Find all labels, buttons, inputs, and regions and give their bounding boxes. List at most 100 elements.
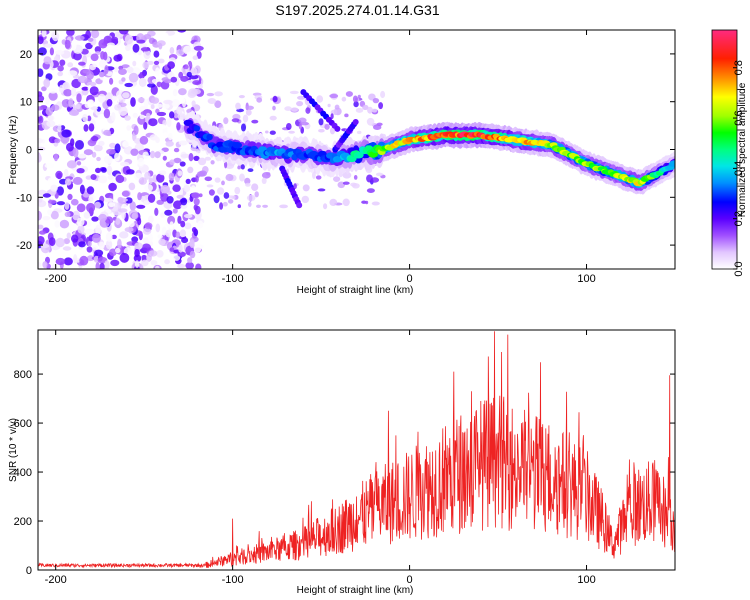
noise-patch	[76, 168, 85, 174]
noise-patch	[302, 184, 310, 192]
noise-patch	[234, 186, 241, 195]
noise-patch	[150, 150, 156, 159]
snr-series-line	[38, 331, 675, 569]
noise-patch	[43, 78, 50, 88]
noise-patch	[177, 30, 187, 33]
noise-patch	[177, 170, 183, 177]
noise-patch	[103, 108, 111, 119]
noise-patch	[329, 127, 336, 135]
x-tick-label: -200	[45, 273, 67, 285]
noise-patch	[63, 257, 73, 266]
noise-patch	[193, 45, 204, 51]
noise-patch	[61, 129, 71, 138]
colorbar-tick-label: 0.0	[733, 261, 745, 276]
noise-patch	[71, 87, 77, 97]
noise-patch	[251, 119, 259, 124]
noise-patch	[91, 216, 99, 222]
noise-patch	[143, 200, 149, 206]
noise-patch	[48, 237, 56, 247]
noise-patch	[217, 187, 225, 195]
noise-patch	[162, 119, 167, 127]
noise-patch	[158, 238, 166, 246]
noise-patch	[143, 34, 152, 40]
noise-patch	[126, 125, 132, 131]
noise-patch	[171, 100, 181, 107]
noise-patch	[367, 106, 373, 114]
noise-patch	[49, 47, 55, 56]
noise-patch	[172, 208, 178, 214]
noise-patch	[50, 184, 58, 192]
noise-patch	[117, 238, 122, 249]
noise-patch	[191, 88, 201, 95]
noise-patch	[77, 225, 85, 234]
noise-patch	[126, 66, 134, 74]
noise-patch	[222, 201, 228, 207]
y-tick-label: -20	[16, 240, 32, 252]
noise-patch	[66, 30, 75, 37]
noise-patch	[327, 103, 331, 108]
noise-patch	[124, 115, 131, 121]
noise-patch	[55, 170, 63, 179]
noise-patch	[180, 204, 188, 210]
noise-patch	[284, 106, 292, 111]
y-tick-label: 20	[20, 49, 32, 61]
noise-patch	[132, 60, 137, 67]
noise-patch	[97, 256, 108, 264]
noise-patch	[106, 148, 116, 155]
noise-patch	[71, 198, 79, 206]
noise-patch	[105, 208, 112, 214]
noise-patch	[375, 172, 384, 177]
noise-patch	[115, 217, 121, 225]
noise-patch	[187, 257, 193, 264]
noise-patch	[88, 196, 94, 202]
noise-patch	[76, 203, 86, 213]
noise-patch	[180, 220, 186, 228]
noise-patch	[237, 165, 241, 170]
noise-patch	[293, 183, 297, 190]
noise-patch	[181, 237, 189, 244]
noise-patch	[51, 104, 60, 111]
noise-patch	[76, 161, 82, 166]
x-tick-label: 0	[407, 273, 413, 285]
noise-patch	[137, 97, 145, 103]
noise-patch	[378, 102, 383, 110]
noise-patch	[96, 156, 101, 162]
noise-patch	[128, 182, 136, 191]
noise-patch	[206, 184, 214, 188]
noise-patch	[47, 209, 53, 216]
noise-patch	[254, 191, 259, 198]
noise-patch	[114, 143, 121, 154]
noise-patch	[251, 183, 259, 191]
noise-patch	[228, 199, 234, 204]
noise-patch	[104, 65, 109, 75]
noise-patch	[38, 106, 44, 111]
noise-patch	[71, 40, 77, 51]
noise-patch	[121, 77, 126, 82]
noise-patch	[158, 42, 163, 50]
noise-patch	[298, 117, 307, 124]
noise-patch	[108, 182, 117, 192]
noise-patch	[237, 204, 241, 209]
noise-patch	[182, 64, 189, 70]
noise-patch	[204, 176, 213, 182]
noise-patch	[342, 171, 352, 179]
noise-patch	[153, 50, 160, 58]
noise-patch	[133, 125, 139, 135]
noise-patch	[114, 152, 121, 162]
noise-patch	[225, 173, 234, 182]
colorbar-ticks: 0.0 0.2 0.4 0.6 0.8	[733, 60, 745, 277]
noise-patch	[111, 234, 117, 240]
noise-patch	[370, 177, 380, 183]
noise-patch	[119, 231, 129, 239]
noise-patch	[175, 231, 181, 239]
noise-patch	[261, 177, 267, 184]
noise-patch	[105, 232, 113, 242]
noise-patch	[334, 104, 340, 110]
noise-patch	[138, 177, 147, 185]
ridge-patch	[368, 151, 379, 158]
noise-patch	[150, 104, 155, 110]
noise-patch	[155, 136, 160, 144]
noise-patch	[191, 192, 201, 199]
noise-patch	[193, 244, 202, 253]
noise-patch	[76, 93, 82, 103]
